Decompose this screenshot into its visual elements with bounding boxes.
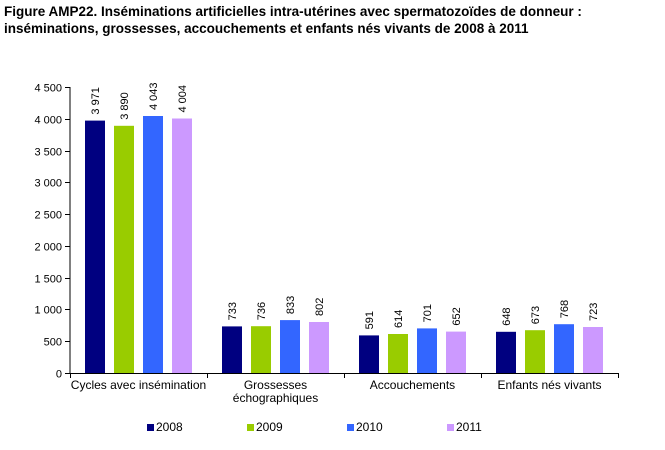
legend-swatch-2008: [147, 424, 154, 431]
legend-label: 2010: [356, 420, 383, 434]
bar-2011-2: [446, 331, 466, 373]
data-label: 614: [393, 310, 405, 328]
legend-swatch-2011: [447, 424, 454, 431]
bar-2009-0: [114, 125, 134, 373]
x-category-label: Grossesses: [244, 378, 307, 392]
data-label: 4 004: [177, 85, 189, 113]
bar-2010-2: [417, 328, 437, 373]
bar-2009-3: [525, 330, 545, 373]
data-label: 3 971: [90, 87, 102, 115]
data-label: 591: [364, 311, 376, 329]
data-label: 673: [530, 306, 542, 324]
chart-title: Figure AMP22. Inséminations artificielle…: [4, 3, 659, 37]
data-label: 648: [501, 307, 513, 325]
x-category-label: Enfants nés vivants: [497, 378, 601, 392]
chart-title-line-2: inséminations, grossesses, accouchements…: [4, 21, 529, 36]
bar-2008-1: [222, 326, 242, 373]
bar-2009-1: [251, 326, 271, 373]
data-label: 4 043: [148, 82, 160, 110]
bar-2008-2: [359, 335, 379, 373]
bar-2010-1: [280, 320, 300, 373]
bar-2011-0: [172, 118, 192, 373]
data-label: 701: [422, 304, 434, 322]
x-category-label: échographiques: [233, 391, 318, 405]
data-label: 736: [256, 302, 268, 320]
y-tick-label: 2 500: [34, 210, 62, 222]
y-tick-label: 2 000: [34, 242, 62, 254]
y-tick-label: 4 500: [34, 83, 62, 95]
bar-2010-3: [554, 324, 574, 373]
chart-title-line-1: Figure AMP22. Inséminations artificielle…: [4, 4, 582, 19]
y-tick-label: 3 500: [34, 147, 62, 159]
legend-label: 2009: [256, 420, 283, 434]
y-tick-label: 1 500: [34, 274, 62, 286]
y-tick-label: 1 000: [34, 305, 62, 317]
bar-2008-3: [496, 331, 516, 373]
y-tick-label: 3 000: [34, 178, 62, 190]
y-tick-label: 500: [44, 337, 62, 349]
data-label: 768: [559, 300, 571, 318]
legend-label: 2011: [456, 420, 482, 434]
data-label: 652: [451, 307, 463, 325]
legend-swatch-2009: [247, 424, 254, 431]
bar-2008-0: [85, 120, 105, 373]
bar-2010-0: [143, 116, 163, 373]
legend-swatch-2010: [347, 424, 354, 431]
legend-label: 2008: [156, 420, 183, 434]
bar-2011-1: [309, 322, 329, 373]
data-label: 3 890: [119, 92, 131, 120]
bar-2011-3: [583, 327, 603, 373]
data-label: 733: [227, 302, 239, 320]
y-tick-label: 4 000: [34, 115, 62, 127]
data-label: 802: [314, 298, 326, 316]
data-label: 833: [285, 296, 297, 314]
data-label: 723: [588, 303, 600, 321]
bar-2009-2: [388, 334, 408, 373]
x-category-label: Cycles avec insémination: [71, 378, 206, 392]
y-tick-label: 0: [56, 369, 62, 381]
x-category-label: Accouchements: [370, 378, 455, 392]
